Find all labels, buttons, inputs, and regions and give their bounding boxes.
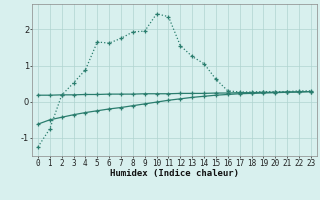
X-axis label: Humidex (Indice chaleur): Humidex (Indice chaleur): [110, 169, 239, 178]
